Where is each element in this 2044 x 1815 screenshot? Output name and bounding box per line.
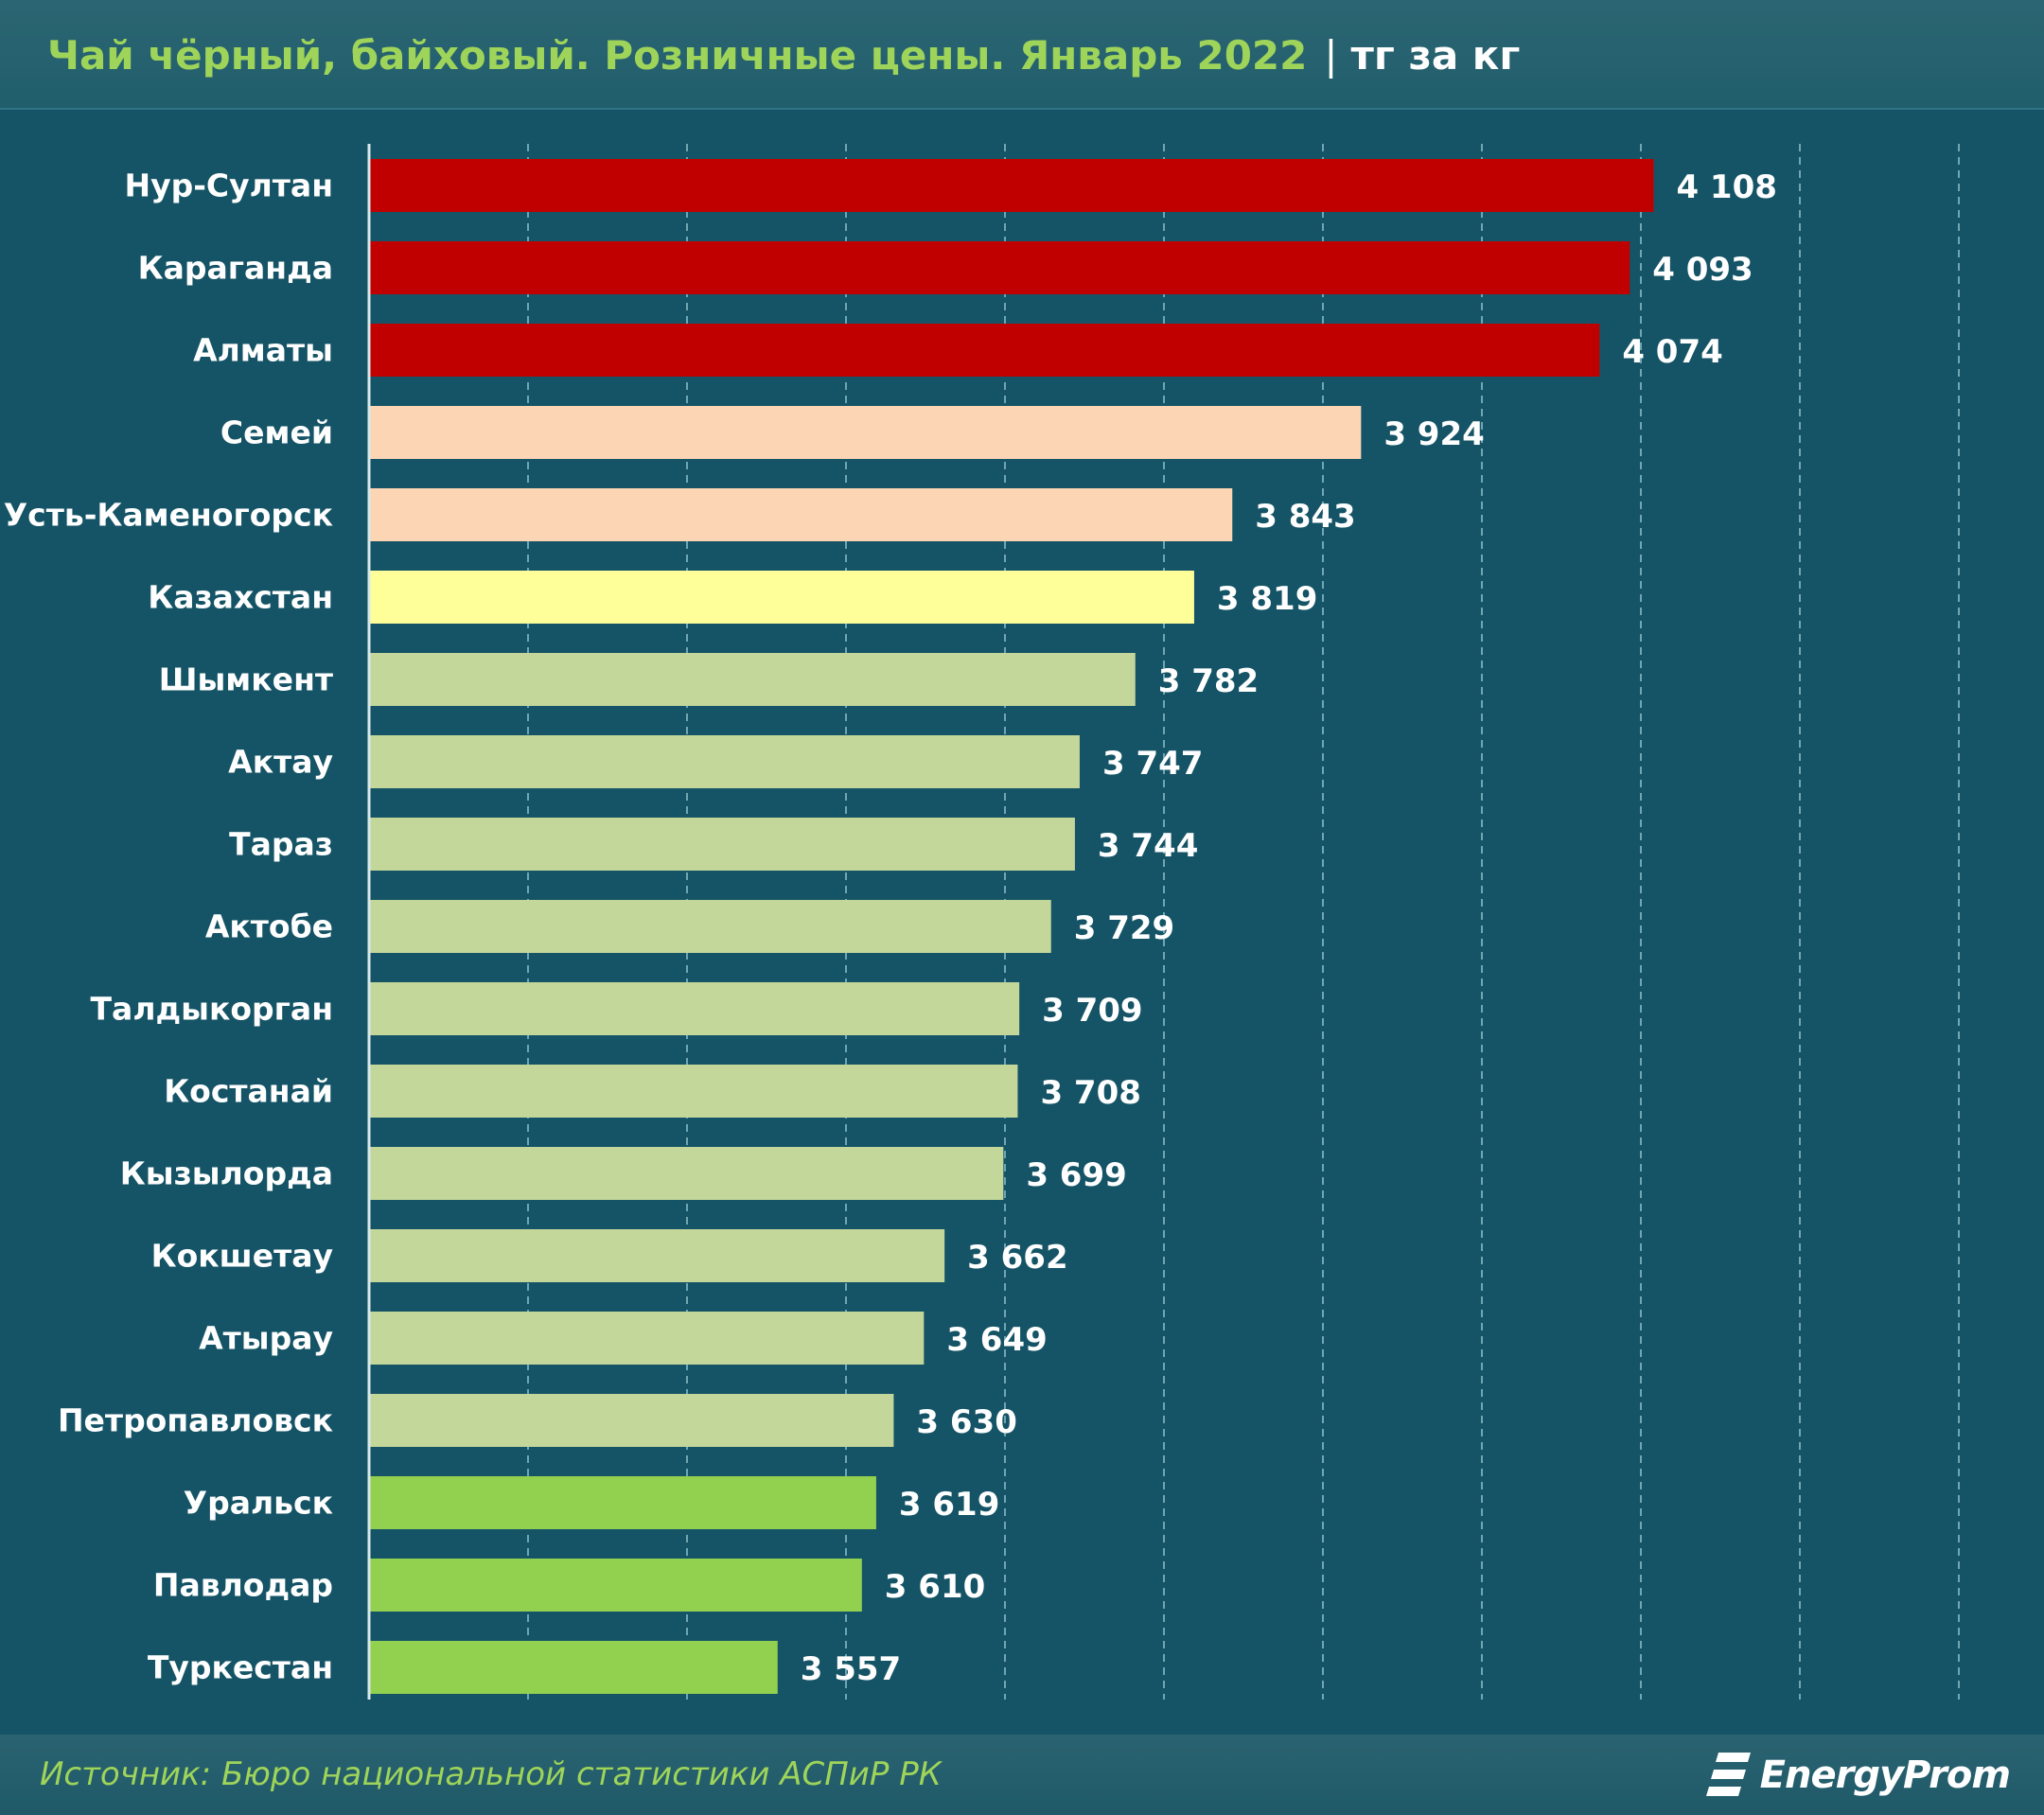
data-label: 3 699 (1026, 1156, 1126, 1194)
data-label: 3 843 (1255, 498, 1355, 536)
bar (369, 1229, 945, 1282)
chart-footer: Источник: Бюро национальной статистики А… (0, 1735, 2044, 1815)
category-label: Шымкент (159, 661, 333, 698)
bar (369, 1147, 1004, 1200)
category-label: Караганда (138, 250, 333, 287)
category-label: Туркестан (148, 1649, 333, 1686)
energyprom-logo: EnergyProm (1705, 1750, 2011, 1801)
category-label: Нур-Султан (124, 167, 333, 204)
category-label: Уральск (184, 1485, 333, 1522)
data-label: 3 649 (946, 1321, 1047, 1359)
bar (369, 324, 1600, 377)
category-label: Павлодар (153, 1567, 333, 1604)
data-label: 3 782 (1158, 662, 1259, 700)
bar (369, 1394, 894, 1447)
bar (369, 1065, 1018, 1118)
data-label: 3 819 (1217, 580, 1317, 618)
category-label: Кызылорда (120, 1155, 333, 1192)
bar (369, 241, 1630, 294)
category-label: Талдыкорган (91, 991, 333, 1028)
bar (369, 159, 1654, 212)
bar (369, 406, 1362, 459)
category-label: Актобе (205, 908, 333, 945)
data-label: 4 074 (1622, 333, 1722, 371)
data-label: 3 744 (1098, 827, 1198, 865)
category-label: Петропавловск (58, 1402, 333, 1439)
bar (369, 818, 1075, 871)
data-label: 3 610 (885, 1568, 985, 1606)
bar (369, 735, 1080, 788)
logo-icon (1705, 1753, 1751, 1796)
data-label: 3 557 (801, 1650, 901, 1688)
chart-unit: тг за кг (1350, 31, 1521, 79)
title-separator: | (1324, 31, 1338, 79)
category-label: Казахстан (148, 579, 333, 616)
source-note: Источник: Бюро национальной статистики А… (40, 1755, 942, 1793)
data-label: 3 630 (916, 1403, 1016, 1441)
data-label: 3 924 (1383, 415, 1484, 453)
data-label: 3 662 (967, 1239, 1067, 1277)
data-label: 4 093 (1652, 251, 1753, 289)
bar (369, 488, 1233, 541)
category-label: Кокшетау (151, 1238, 333, 1275)
category-label: Тараз (229, 826, 333, 863)
data-label: 4 108 (1676, 168, 1776, 206)
chart-header: Чай чёрный, байховый. Розничные цены. Ян… (0, 0, 2044, 110)
bar (369, 653, 1136, 706)
bar (369, 1312, 925, 1365)
bar (369, 1641, 778, 1694)
category-label: Актау (228, 744, 333, 781)
chart-title-text: Чай чёрный, байховый. Розничные цены. Ян… (47, 31, 1308, 79)
category-label: Алматы (193, 332, 333, 369)
category-label: Усть-Каменогорск (4, 497, 333, 534)
chart-title: Чай чёрный, байховый. Розничные цены. Ян… (47, 26, 1520, 83)
logo-text: EnergyProm (1759, 1753, 2011, 1797)
bar (369, 571, 1194, 624)
data-label: 3 747 (1102, 745, 1203, 783)
bar (369, 982, 1020, 1035)
category-label: Семей (220, 414, 333, 451)
bar (369, 1476, 876, 1529)
data-label: 3 709 (1042, 992, 1142, 1030)
data-label: 3 729 (1074, 909, 1174, 947)
data-label: 3 708 (1040, 1074, 1140, 1112)
category-label: Костанай (164, 1073, 333, 1110)
bar (369, 1559, 862, 1612)
category-label: Атырау (199, 1320, 333, 1357)
data-label: 3 619 (899, 1486, 999, 1524)
bar (369, 900, 1051, 953)
